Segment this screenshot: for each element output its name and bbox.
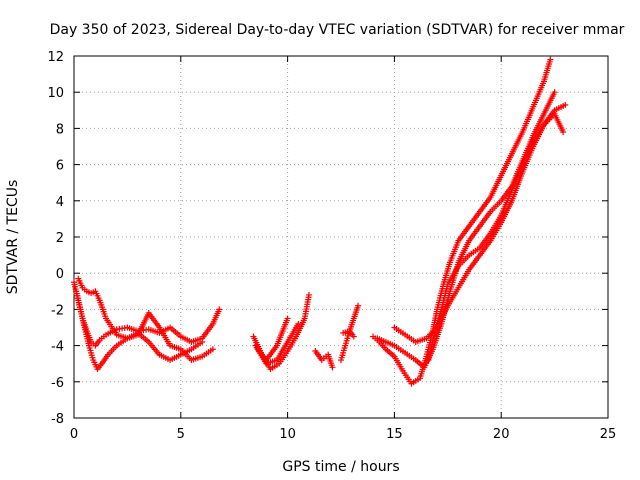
ticks-layer: 0 5 10 15 20 25 -8 -6 -4 -2 0 2 4 6 8 10 12 [47,50,616,442]
x-tick-label: 25 [600,427,617,442]
data-point [355,302,362,309]
y-tick-label: 2 [56,231,64,246]
x-tick-label: 15 [386,427,403,442]
y-tick-label: 4 [56,195,64,210]
data-point [329,364,336,371]
data-point [216,306,223,313]
y-tick-label: 12 [47,50,64,65]
x-tick-label: 0 [70,427,78,442]
y-axis-label: SDTVAR / TECUs [5,180,21,295]
data-point [284,315,291,322]
x-tick-label: 20 [493,427,510,442]
y-tick-label: 10 [47,86,64,101]
points-layer [71,56,569,387]
y-tick-label: 8 [56,122,64,137]
y-tick-label: 0 [56,267,64,282]
data-point [560,129,567,136]
x-tick-label: 10 [279,427,296,442]
y-tick-label: -8 [51,412,64,427]
y-tick-label: 6 [56,159,64,174]
data-point [562,101,569,108]
data-point [209,346,216,353]
y-tick-label: -2 [51,303,64,318]
data-point [305,291,312,298]
data-point [295,320,302,327]
chart-title: Day 350 of 2023, Sidereal Day-to-day VTE… [50,22,625,38]
y-tick-label: -6 [51,376,64,391]
y-tick-label: -4 [51,340,64,355]
x-tick-label: 5 [177,427,185,442]
data-point [350,333,357,340]
grid-layer [74,56,608,418]
data-point [547,56,554,63]
data-point [551,89,558,96]
data-point [199,338,206,345]
x-axis-label: GPS time / hours [282,459,399,475]
